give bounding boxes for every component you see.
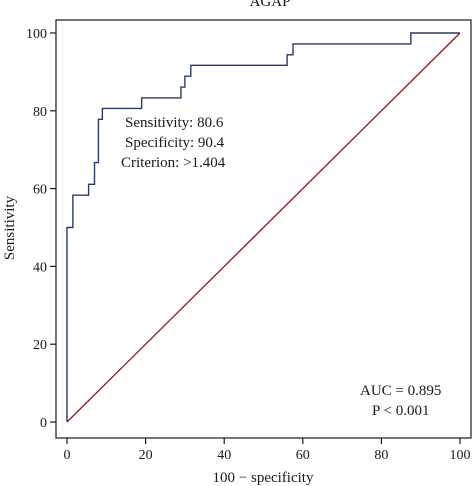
annotation-p-value: P < 0.001 [372, 403, 430, 419]
ticks-layer: 0 20 40 60 80 100 0 20 40 60 80 100 [26, 27, 471, 463]
x-axis-label: 100 − specificity [213, 470, 314, 486]
annotation-specificity: Specificity: 90.4 [125, 135, 225, 151]
plot-frame [55, 19, 472, 439]
x-tick-label: 0 [64, 448, 71, 463]
y-tick-label: 80 [33, 105, 47, 120]
y-tick-label: 40 [33, 260, 47, 275]
annotation-criterion: Criterion: >1.404 [121, 155, 226, 171]
x-tick-label: 20 [139, 448, 153, 463]
series-layer [66, 32, 461, 423]
reference-diagonal-line [66, 32, 461, 423]
y-axis-label: Sensitivity [2, 195, 18, 260]
y-tick-label: 20 [33, 338, 47, 353]
y-tick-label: 100 [26, 27, 47, 42]
annotation-auc: AUC = 0.895 [360, 383, 441, 399]
x-tick-label: 100 [450, 448, 471, 463]
annotation-sensitivity: Sensitivity: 80.6 [125, 115, 224, 131]
y-tick-label: 60 [33, 183, 47, 198]
x-tick-label: 80 [374, 448, 388, 463]
x-tick-label: 40 [217, 448, 231, 463]
chart-title: AGAP [250, 0, 291, 10]
roc-curve-line [66, 32, 460, 422]
x-tick-label: 60 [296, 448, 310, 463]
y-tick-label: 0 [40, 416, 47, 431]
